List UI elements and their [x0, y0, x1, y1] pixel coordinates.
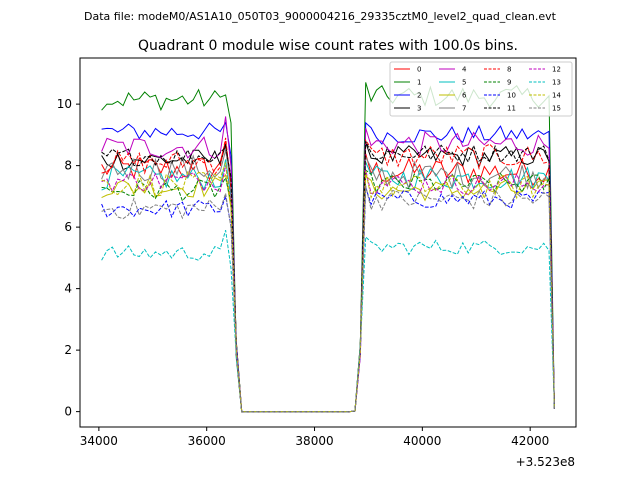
legend-label-6: 6	[462, 92, 467, 100]
x-offset-label: +3.523e8	[516, 455, 575, 469]
y-tick-label: 8	[64, 159, 72, 173]
legend-label-14: 14	[552, 92, 561, 100]
x-tick-label: 42000	[511, 434, 549, 448]
data-file-label: Data file: modeM0/AS1A10_050T03_90000042…	[84, 10, 557, 23]
series-line-13	[101, 230, 555, 413]
plot-area	[80, 58, 576, 427]
x-tick-label: 38000	[295, 434, 333, 448]
legend-box	[389, 61, 573, 117]
legend-label-15: 15	[552, 105, 561, 113]
series-line-10	[101, 187, 555, 413]
y-tick-label: 2	[64, 343, 72, 357]
legend-label-4: 4	[462, 66, 467, 74]
y-tick-label: 0	[64, 405, 72, 419]
legend-label-13: 13	[552, 79, 561, 87]
legend-label-1: 1	[417, 79, 421, 87]
series-line-15	[101, 185, 555, 413]
legend-label-12: 12	[552, 66, 561, 74]
series-lines	[101, 82, 555, 413]
chart-title: Quadrant 0 module wise count rates with …	[138, 38, 518, 54]
legend-label-10: 10	[507, 92, 516, 100]
y-tick-label: 4	[64, 282, 72, 296]
legend-label-11: 11	[507, 105, 516, 113]
x-tick-label: 40000	[403, 434, 441, 448]
y-tick-label: 10	[57, 97, 72, 111]
legend-label-7: 7	[462, 105, 466, 113]
y-tick-label: 6	[64, 220, 72, 234]
legend-label-8: 8	[507, 66, 511, 74]
legend-label-3: 3	[417, 105, 421, 113]
legend-label-9: 9	[507, 79, 511, 87]
legend-label-5: 5	[462, 79, 466, 87]
legend-label-0: 0	[417, 66, 421, 74]
x-tick-label: 34000	[80, 434, 118, 448]
legend-label-2: 2	[417, 92, 421, 100]
x-tick-label: 36000	[188, 434, 226, 448]
axes-frame	[79, 57, 577, 428]
